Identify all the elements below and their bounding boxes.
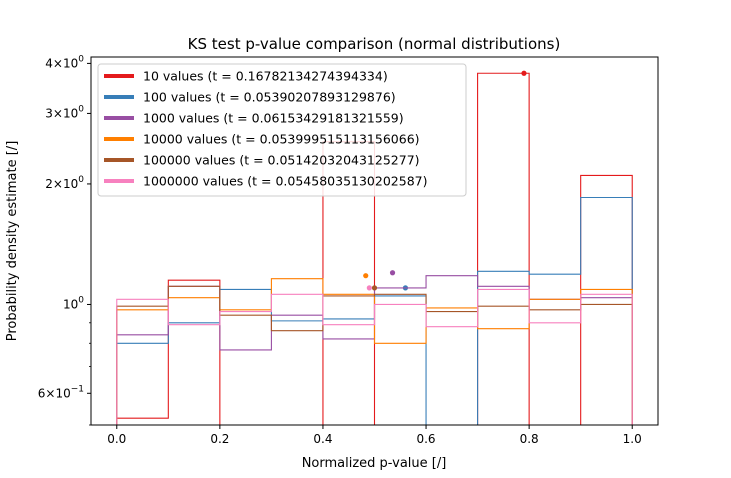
y-tick-label: 2×100 <box>45 175 84 191</box>
series-marker-5 <box>366 285 372 291</box>
series-marker-3 <box>363 273 369 279</box>
y-tick-label: 100 <box>63 295 84 311</box>
series-step-5 <box>116 288 633 425</box>
x-tick-label: 1.0 <box>623 432 642 446</box>
legend-entry: 1000 values (t = 0.06153429181321559) <box>143 111 404 126</box>
x-tick-label: 0.6 <box>416 432 435 446</box>
y-tick-label: 3×100 <box>45 104 84 120</box>
series-marker-4 <box>371 285 378 291</box>
series-marker-2 <box>389 270 396 276</box>
x-axis-label: Normalized p-value [/] <box>302 456 447 471</box>
legend-entry: 100000 values (t = 0.05142032043125277) <box>143 153 420 168</box>
legend-entry: 1000000 values (t = 0.05458035130202587) <box>143 174 427 189</box>
series-marker-0 <box>521 70 527 76</box>
y-axis-label: Probability density estimate [/] <box>5 141 20 342</box>
x-tick-label: 0.4 <box>313 432 332 446</box>
plot-frame <box>90 56 659 426</box>
legend-frame <box>97 63 467 197</box>
series-step-4 <box>116 285 633 425</box>
y-axis: 6×10−1 100 2×100 3×100 4×100 <box>38 54 91 426</box>
x-tick-label: 0.2 <box>210 432 229 446</box>
legend-entry: 10000 values (t = 0.053999515113156066) <box>143 132 420 147</box>
y-tick-label: 6×10−1 <box>38 384 84 400</box>
legend-entry: 100 values (t = 0.05390207893129876) <box>143 90 396 105</box>
chart-title: KS test p-value comparison (normal distr… <box>188 35 561 53</box>
x-tick-label: 0.0 <box>107 432 126 446</box>
legend: 10 values (t = 0.16782134274394334) 100 v… <box>97 63 467 197</box>
plot-series <box>116 70 633 425</box>
y-tick-label: 4×100 <box>45 54 84 70</box>
x-tick-label: 0.8 <box>520 432 539 446</box>
x-axis: 0.0 0.2 0.4 0.6 0.8 1.0 <box>107 425 642 446</box>
legend-entry: 10 values (t = 0.16782134274394334) <box>143 69 388 84</box>
